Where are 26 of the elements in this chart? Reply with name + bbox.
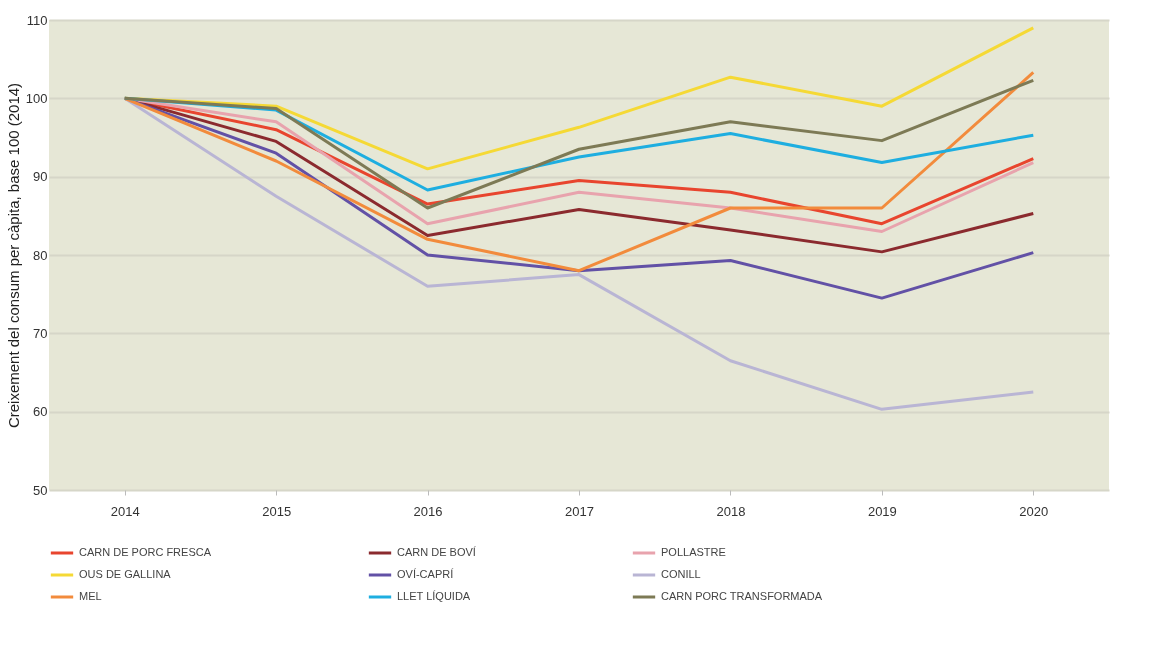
y-tick-label: 50 [33,482,48,498]
legend-label: CARN DE BOVÍ [397,546,477,558]
legend-label: CONILL [661,568,701,580]
y-tick-label: 110 [26,12,48,28]
legend-label: OUS DE GALLINA [79,568,172,580]
legend-label: LLET LÍQUIDA [397,590,471,602]
y-tick-label: 100 [25,90,48,106]
y-tick-label: 60 [33,404,48,420]
y-tick-label: 80 [33,247,48,263]
line-series [123,78,1035,210]
x-tick-label: 2018 [716,503,746,519]
x-tick-label: 2020 [1019,503,1049,519]
legend-label: POLLASTRE [661,546,726,558]
legend-label: CARN DE PORC FRESCA [79,546,212,558]
x-tick-label: 2017 [565,503,594,519]
y-tick-label: 90 [33,169,48,185]
y-axis-title: Creixement del consum per càpita, base 100 (2014) [4,82,22,429]
legend-label: OVÍ-CAPRÍ [397,568,455,580]
x-tick-label: 2019 [867,503,897,519]
legend-label: CARN PORC TRANSFORMADA [661,590,823,602]
x-tick-label: 2015 [262,503,292,519]
x-tick-label: 2014 [110,503,140,519]
line-series [123,70,1035,273]
legend-label: MEL [79,590,102,602]
y-tick-label: 70 [33,325,48,341]
x-tick-label: 2016 [413,503,443,519]
